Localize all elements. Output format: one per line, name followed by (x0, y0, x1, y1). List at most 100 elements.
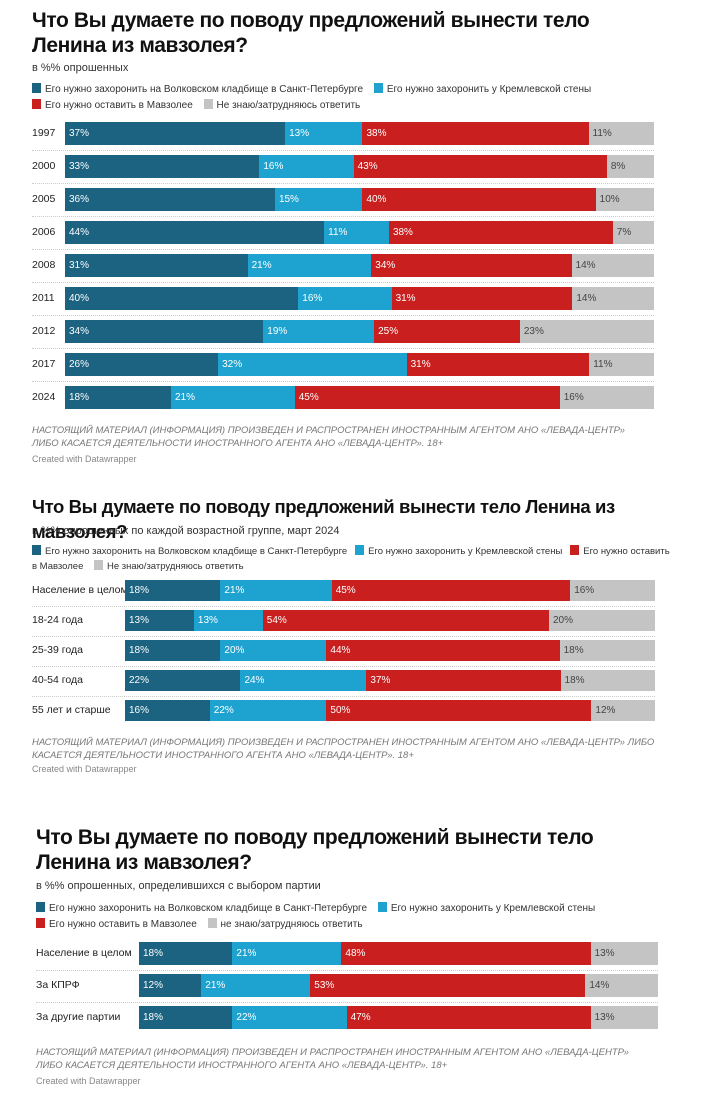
bar-segment-mausoleum: 44% (326, 640, 560, 661)
row-separator (32, 665, 655, 667)
bar-segment-mausoleum: 34% (371, 254, 572, 277)
bar-segment-volkovo: 44% (65, 221, 325, 244)
bar-segment-kremlin: 21% (171, 386, 295, 409)
row-separator (32, 348, 654, 349)
bar-segment-kremlin: 20% (220, 640, 327, 661)
bar-segment-mausoleum: 45% (331, 580, 571, 601)
chart-legend: Его нужно захоронить на Волковском кладб… (36, 901, 676, 933)
legend-swatch (570, 545, 580, 555)
bar-segment-volkovo: 18% (139, 1006, 233, 1029)
row-label: 2012 (32, 324, 56, 337)
chart-note: НАСТОЯЩИЙ МАТЕРИАЛ (ИНФОРМАЦИЯ) ПРОИЗВЕД… (32, 425, 625, 449)
bar-segment-dontknow: 23% (519, 320, 654, 343)
bar-segment-dontknow: 16% (559, 386, 654, 409)
chart-subtitle: в %% опрошенных, определившихся с выборо… (36, 880, 321, 892)
chart-credit[interactable]: Created with Datawrapper (32, 764, 137, 774)
legend-item-kremlin: Его нужно захоронить у Кремлевской стены (377, 901, 595, 917)
bar-segment-dontknow: 12% (591, 700, 655, 721)
bar-segment-mausoleum: 40% (362, 188, 596, 211)
legend-swatch (36, 918, 45, 928)
chart-title: Что Вы думаете по поводу предложений вын… (36, 826, 594, 874)
chart-legend: Его нужно захоронить на Волковском кладб… (32, 82, 672, 114)
legend-item-dontknow: Не знаю/затрудняюсь ответить (94, 559, 244, 574)
row-label: 2008 (32, 258, 56, 271)
chart-title: Что Вы думаете по поводу предложений вын… (32, 496, 615, 542)
bar-segment-dontknow: 8% (606, 155, 654, 178)
bar-segment-kremlin: 16% (259, 155, 354, 178)
bar-segment-mausoleum: 37% (366, 670, 561, 691)
bar-segment-kremlin: 32% (218, 353, 407, 376)
bar-segment-volkovo: 12% (139, 974, 202, 997)
bar-segment-kremlin: 21% (247, 254, 372, 277)
bar-segment-dontknow: 11% (589, 353, 654, 376)
legend-item-kremlin: Его нужно захоронить у Кремлевской стены (373, 82, 591, 98)
bar-segment-kremlin: 22% (209, 700, 327, 721)
chart-credit[interactable]: Created with Datawrapper (32, 454, 137, 464)
bar-segment-mausoleum: 31% (406, 353, 590, 376)
row-separator (32, 150, 654, 151)
legend-swatch (94, 560, 104, 570)
row-label: 25-39 года (32, 643, 83, 656)
legend-swatch (32, 545, 41, 555)
row-label: 2000 (32, 159, 56, 172)
row-label: 2024 (32, 390, 56, 403)
legend-swatch (207, 918, 217, 928)
bar-segment-dontknow: 20% (549, 610, 655, 631)
bar-segment-mausoleum: 43% (353, 155, 607, 178)
legend-swatch (32, 99, 41, 109)
bar-segment-dontknow: 13% (590, 942, 658, 965)
bar-segment-kremlin: 19% (263, 320, 375, 343)
chart-credit[interactable]: Created with Datawrapper (36, 1076, 141, 1086)
bar-segment-kremlin: 22% (232, 1006, 347, 1029)
bar-segment-volkovo: 33% (65, 155, 260, 178)
chart-legend: Его нужно захоронить на Волковском кладб… (32, 544, 672, 574)
chart-subtitle: в %% опрошенных (32, 62, 129, 74)
row-separator (32, 315, 654, 316)
bar-segment-volkovo: 18% (139, 942, 233, 965)
bar-segment-kremlin: 11% (324, 221, 389, 244)
legend-item-dontknow: Не знаю/затрудняюсь ответить (203, 98, 360, 114)
row-separator (32, 605, 655, 607)
bar-segment-kremlin: 24% (240, 670, 367, 691)
legend-item-mausoleum: Его нужно оставить в Мавзолее (36, 917, 197, 933)
bar-segment-kremlin: 21% (220, 580, 332, 601)
bar-segment-dontknow: 10% (595, 188, 654, 211)
bar-segment-mausoleum: 31% (391, 287, 573, 310)
row-label: 2011 (32, 291, 55, 304)
bar-segment-mausoleum: 38% (388, 221, 613, 244)
bar-segment-volkovo: 13% (125, 610, 194, 631)
row-separator (36, 1001, 658, 1003)
bar-segment-volkovo: 36% (65, 188, 275, 211)
row-separator (32, 216, 654, 217)
row-label: 18-24 года (32, 613, 83, 626)
row-separator (36, 969, 658, 971)
row-separator (32, 695, 655, 697)
chart-by-age: Что Вы думаете по поводу предложений вын… (32, 496, 672, 774)
bar-segment-mausoleum: 45% (294, 386, 560, 409)
legend-item-kremlin: Его нужно захоронить у Кремлевской стены (355, 544, 562, 559)
bar-segment-volkovo: 37% (65, 122, 286, 145)
chart-subtitle: в %% опрошенных по каждой возрастной гру… (32, 525, 340, 537)
bar-segment-kremlin: 16% (298, 287, 392, 310)
bar-segment-mausoleum: 53% (310, 974, 586, 997)
legend-swatch (377, 902, 387, 912)
bar-segment-volkovo: 31% (65, 254, 248, 277)
bar-segment-volkovo: 18% (125, 580, 221, 601)
row-label: Население в целом (36, 946, 132, 959)
legend-swatch (36, 902, 45, 912)
row-separator (32, 282, 654, 283)
bar-segment-volkovo: 18% (125, 640, 221, 661)
legend-swatch (203, 99, 213, 109)
legend-swatch (373, 83, 383, 93)
row-label: 2005 (32, 192, 56, 205)
row-separator (32, 635, 655, 637)
bar-segment-kremlin: 13% (193, 610, 263, 631)
bar-segment-mausoleum: 25% (374, 320, 520, 343)
row-label: 1997 (32, 126, 56, 139)
row-label: Население в целом (32, 583, 128, 596)
bar-segment-volkovo: 40% (65, 287, 299, 310)
chart-title: Что Вы думаете по поводу предложений вын… (32, 9, 590, 57)
legend-item-mausoleum: Его нужно оставить в Мавзолее (32, 545, 670, 572)
bar-segment-dontknow: 18% (560, 670, 655, 691)
